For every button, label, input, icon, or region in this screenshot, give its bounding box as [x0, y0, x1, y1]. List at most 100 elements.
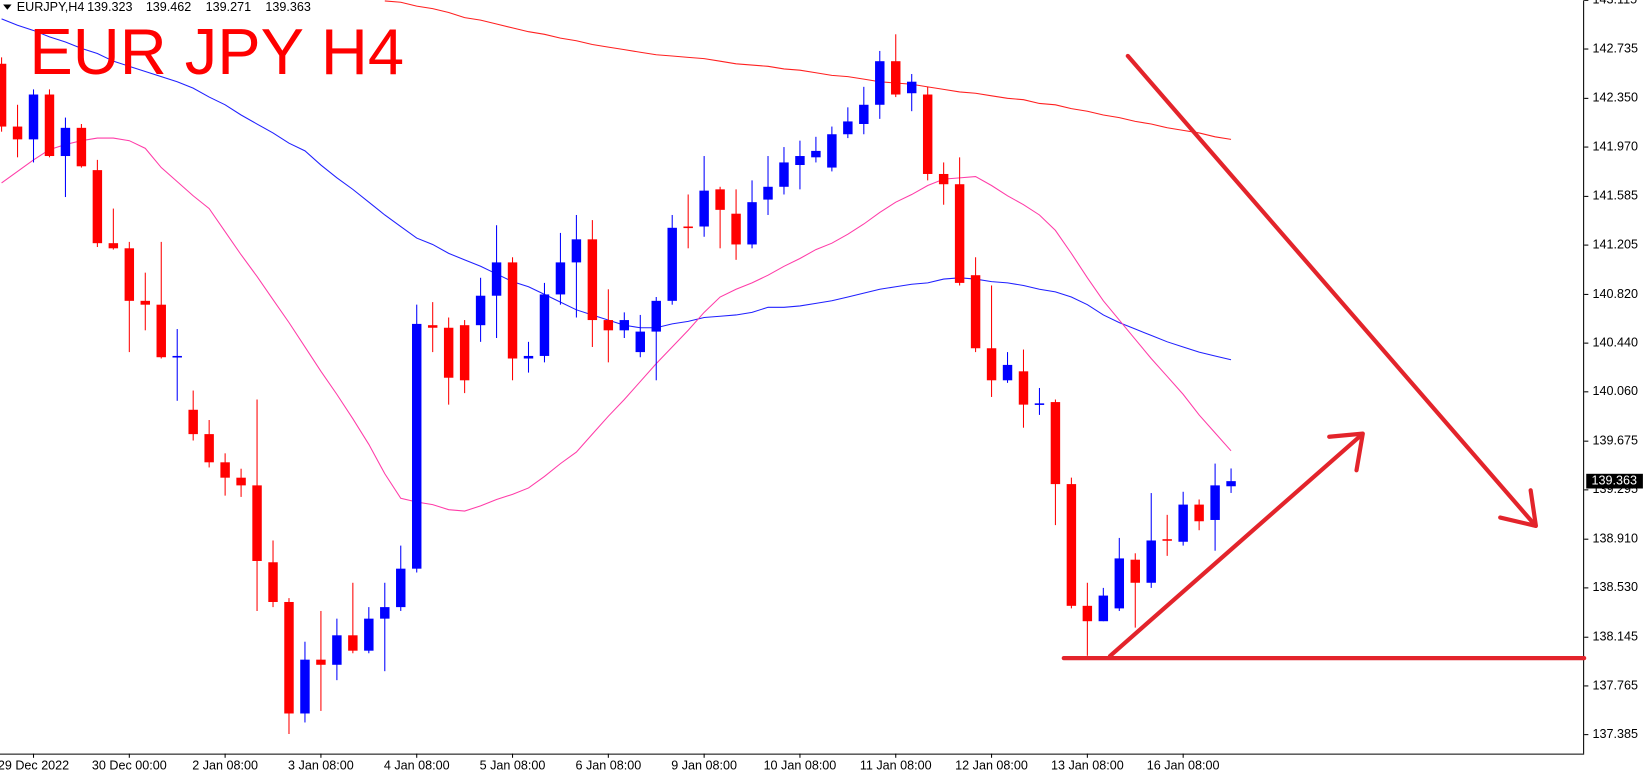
candle-body	[891, 61, 901, 95]
candle-body	[619, 320, 630, 331]
indicator-line	[384, 0, 1232, 140]
candle-body	[699, 190, 709, 227]
candle-body	[475, 295, 486, 326]
candle-body	[715, 189, 725, 210]
y-tick-label: 138.145	[1593, 630, 1638, 644]
candle-body	[875, 61, 885, 105]
candle-body	[76, 127, 87, 167]
candle-body	[1162, 539, 1172, 541]
candle-body	[667, 227, 677, 301]
candle-body	[779, 162, 789, 187]
candle-body	[300, 659, 310, 714]
candle-body	[843, 121, 853, 135]
candle-body	[284, 601, 294, 714]
y-tick-label: 141.205	[1593, 237, 1638, 251]
up-arrow-head	[1327, 431, 1365, 473]
y-tick-label: 139.675	[1593, 433, 1638, 447]
candle-body	[1018, 371, 1029, 405]
candle-body	[268, 562, 278, 602]
candle-body	[380, 607, 390, 619]
y-tick-label: 140.060	[1593, 384, 1638, 398]
candle-body	[364, 618, 374, 651]
candle-body	[523, 355, 534, 359]
x-tick-label: 9 Jan 08:00	[671, 759, 737, 773]
down-arrow	[1125, 53, 1537, 527]
header-high: 139.462	[146, 0, 191, 14]
candle-body	[539, 294, 550, 356]
candle-body	[1002, 364, 1013, 381]
candle-body	[443, 327, 454, 378]
candle-body	[412, 323, 422, 569]
candle-body	[571, 239, 582, 263]
candle-body	[60, 127, 71, 157]
candle-body	[747, 202, 757, 245]
candle-body	[396, 568, 406, 608]
candle-body	[906, 81, 917, 94]
candle-body	[188, 409, 198, 435]
candle-body	[1210, 485, 1220, 520]
y-tick-label: 141.585	[1593, 189, 1638, 203]
x-tick-label: 16 Jan 08:00	[1147, 759, 1220, 773]
candle-body	[938, 173, 949, 185]
price-tag	[1586, 473, 1643, 489]
candle-body	[986, 348, 997, 381]
indicator-line	[1, 18, 1232, 361]
candle-body	[635, 331, 645, 353]
candle-body	[859, 104, 869, 124]
candle-body	[555, 262, 566, 295]
candle-body	[348, 635, 358, 651]
x-tick-label: 6 Jan 08:00	[575, 759, 641, 773]
candle-body	[491, 262, 502, 296]
candle-body	[28, 94, 39, 140]
indicator-line	[1, 137, 1232, 512]
candle-body	[220, 462, 230, 478]
candle-body	[459, 325, 470, 381]
header-close: 139.363	[265, 0, 310, 14]
annotations	[1061, 53, 1587, 661]
candle-body	[332, 635, 342, 665]
x-tick-label: 2 Jan 08:00	[192, 759, 258, 773]
candle-body	[1146, 540, 1156, 583]
candle-body	[140, 300, 151, 305]
candle-body	[172, 355, 182, 358]
candle-body	[108, 243, 119, 249]
candle-body	[427, 325, 438, 328]
candle-body	[603, 320, 614, 331]
candle-body	[1066, 484, 1077, 606]
y-tick-label: 138.910	[1593, 532, 1638, 546]
candle-body	[970, 275, 981, 349]
candle-body	[204, 434, 214, 463]
up-arrow	[1107, 432, 1364, 659]
candle-body	[922, 94, 933, 174]
price-tag-label: 139.363	[1591, 473, 1636, 487]
candle-body	[124, 248, 135, 301]
y-tick-label: 142.735	[1593, 41, 1638, 55]
candle-body	[651, 300, 661, 332]
candle-body	[316, 659, 326, 665]
header-low: 139.271	[206, 0, 251, 14]
x-tick-label: 30 Dec 00:00	[92, 759, 167, 773]
x-tick-label: 10 Jan 08:00	[764, 759, 837, 773]
candle-body	[12, 126, 23, 140]
candle-body	[1130, 559, 1140, 583]
candle-body	[507, 262, 518, 359]
candle-body	[1050, 402, 1061, 485]
y-tick-label: 137.385	[1593, 727, 1638, 741]
candle-body	[795, 156, 805, 166]
chart-title: EUR JPY H4	[29, 15, 404, 88]
y-tick-label: 143.115	[1593, 0, 1638, 7]
candle-body	[44, 94, 55, 157]
candle-body	[252, 485, 262, 561]
x-tick-label: 3 Jan 08:00	[288, 759, 354, 773]
y-tick-label: 138.530	[1593, 580, 1638, 594]
x-tick-label: 11 Jan 08:00	[860, 759, 932, 773]
y-tick-label: 140.440	[1593, 335, 1638, 349]
y-tick-label: 140.820	[1593, 287, 1638, 301]
candle-body	[683, 226, 693, 229]
candle-body	[731, 213, 741, 245]
candle-body	[236, 477, 246, 486]
x-tick-label: 12 Jan 08:00	[955, 759, 1028, 773]
header-open: 139.323	[87, 0, 132, 14]
